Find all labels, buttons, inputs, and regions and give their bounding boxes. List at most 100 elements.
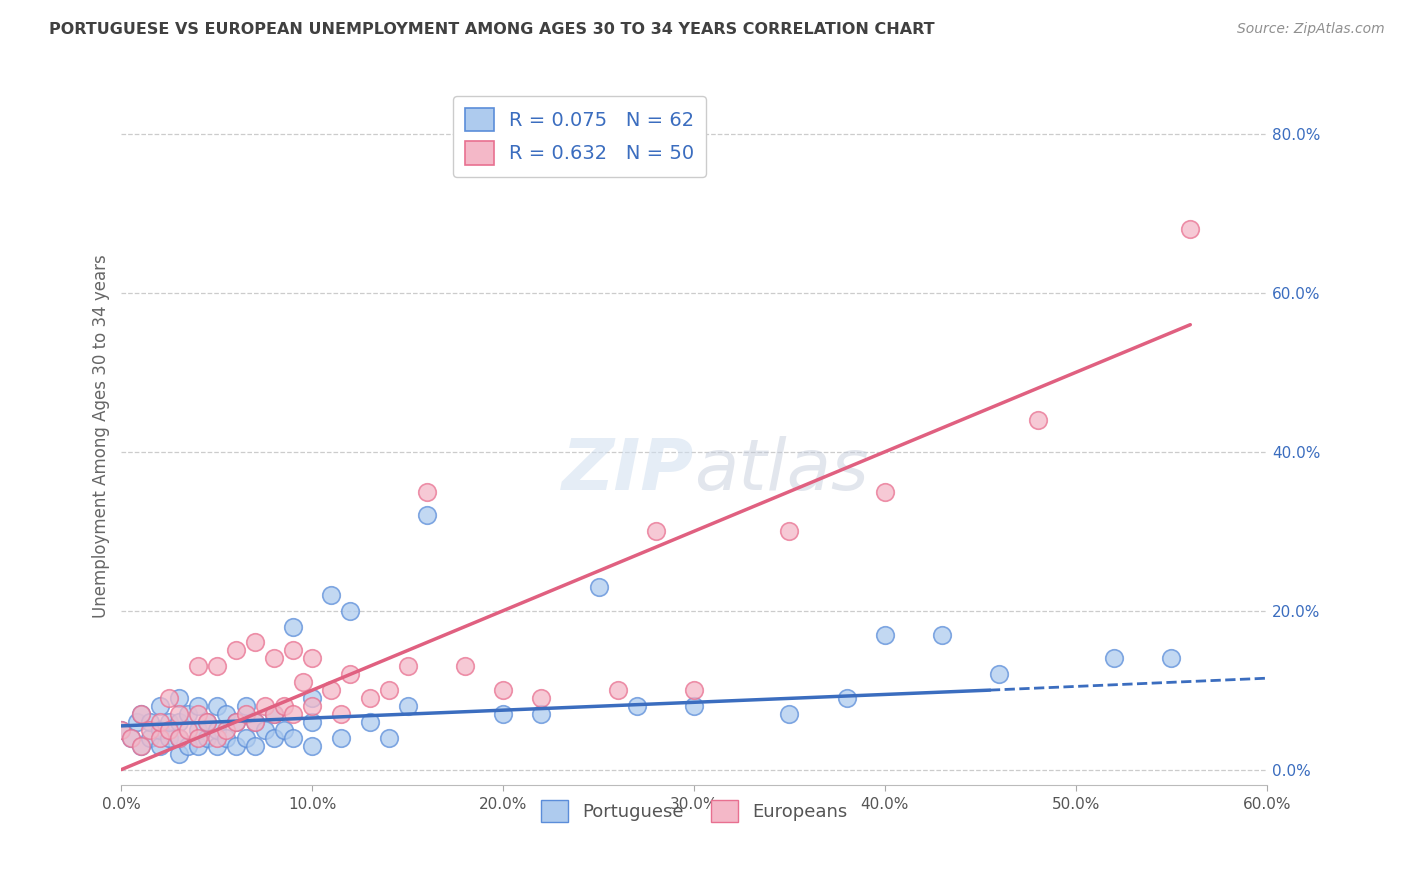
Point [454,659,477,673]
Point [273,698,295,713]
Point [129,739,152,753]
Point [588,580,610,594]
Point [873,627,896,641]
Point [835,691,858,706]
Point [195,731,218,745]
Point [149,731,172,745]
Point [416,484,439,499]
Point [321,683,343,698]
Point [225,714,247,729]
Point [416,508,439,523]
Point [120,731,142,745]
Point [157,723,180,737]
Point [492,706,515,721]
Point [139,731,162,745]
Point [195,714,218,729]
Point [225,714,247,729]
Point [243,714,266,729]
Point [125,714,148,729]
Point [301,714,323,729]
Point [177,739,200,753]
Point [1160,651,1182,665]
Point [263,651,285,665]
Point [205,739,228,753]
Point [377,683,399,698]
Point [177,723,200,737]
Point [215,731,238,745]
Point [110,723,132,737]
Point [235,698,257,713]
Point [187,731,209,745]
Point [301,698,323,713]
Point [167,714,190,729]
Text: ZIP: ZIP [562,436,695,506]
Point [683,698,706,713]
Point [195,714,218,729]
Point [187,739,209,753]
Y-axis label: Unemployment Among Ages 30 to 34 years: Unemployment Among Ages 30 to 34 years [93,254,110,618]
Point [377,731,399,745]
Point [530,691,553,706]
Point [215,723,238,737]
Point [606,683,628,698]
Point [779,524,801,539]
Point [253,698,276,713]
Point [167,706,190,721]
Point [492,683,515,698]
Point [1026,413,1049,427]
Point [339,667,361,681]
Point [283,619,305,633]
Point [225,643,247,657]
Point [283,706,305,721]
Point [149,714,172,729]
Point [205,731,228,745]
Point [873,484,896,499]
Point [339,604,361,618]
Point [187,723,209,737]
Text: Source: ZipAtlas.com: Source: ZipAtlas.com [1237,22,1385,37]
Point [263,706,285,721]
Point [215,706,238,721]
Point [157,691,180,706]
Point [120,731,142,745]
Point [291,675,314,690]
Point [301,691,323,706]
Point [988,667,1011,681]
Point [110,723,132,737]
Point [243,739,266,753]
Point [301,651,323,665]
Point [1102,651,1125,665]
Point [283,643,305,657]
Point [329,731,352,745]
Point [149,739,172,753]
Point [931,627,953,641]
Point [283,731,305,745]
Point [263,706,285,721]
Point [205,723,228,737]
Point [177,706,200,721]
Point [205,698,228,713]
Point [263,731,285,745]
Point [359,714,381,729]
Text: atlas: atlas [695,436,869,506]
Point [273,723,295,737]
Point [359,691,381,706]
Point [157,714,180,729]
Point [157,731,180,745]
Point [396,698,419,713]
Point [167,731,190,745]
Point [243,635,266,649]
Point [187,706,209,721]
Point [779,706,801,721]
Point [187,659,209,673]
Point [321,588,343,602]
Point [530,706,553,721]
Point [243,714,266,729]
Point [329,706,352,721]
Point [139,723,162,737]
Point [235,706,257,721]
Point [235,731,257,745]
Point [187,698,209,713]
Legend: Portuguese, Europeans: Portuguese, Europeans [533,792,855,829]
Point [129,739,152,753]
